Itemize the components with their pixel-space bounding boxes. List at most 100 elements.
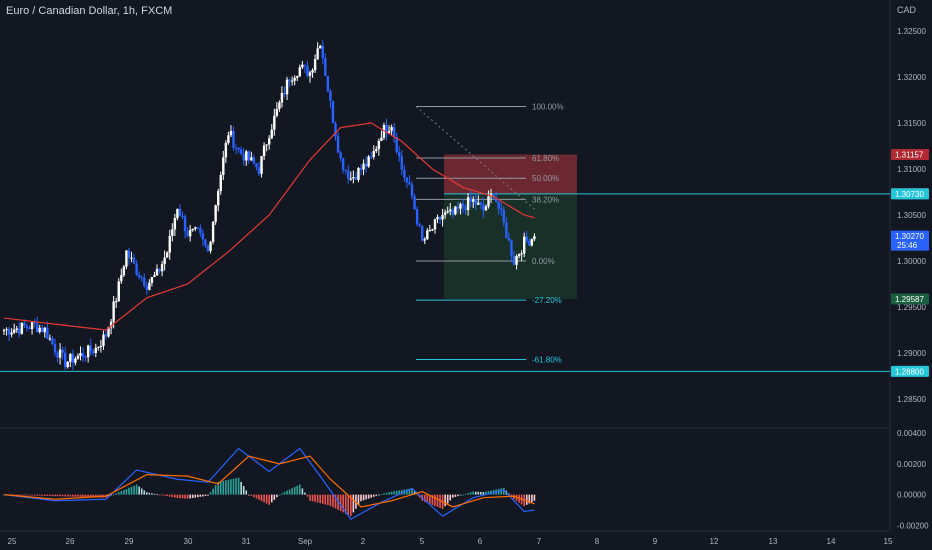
- macd-histogram-bar: [347, 494, 350, 515]
- candle-body: [178, 208, 182, 217]
- time-axis-tick: 14: [827, 537, 836, 546]
- candle-body: [89, 345, 92, 352]
- macd-histogram-bar: [253, 494, 255, 498]
- candle-body: [81, 353, 85, 357]
- candle-body: [421, 225, 424, 241]
- candle-body: [472, 199, 475, 202]
- candle-body: [459, 203, 462, 209]
- candle-body: [372, 151, 375, 158]
- candle-body: [117, 281, 120, 302]
- price-label-bg: [891, 230, 929, 251]
- candle-body: [35, 323, 39, 333]
- macd-histogram-bar: [107, 494, 110, 497]
- candle-body: [7, 328, 11, 335]
- candle-body: [497, 201, 500, 209]
- candle-body: [324, 58, 327, 76]
- macd-histogram-bar: [112, 494, 115, 496]
- macd-histogram-bar: [92, 494, 95, 498]
- candle-body: [201, 233, 205, 240]
- candle-body: [303, 64, 307, 66]
- candle-body: [331, 100, 335, 124]
- candle-body: [492, 193, 495, 198]
- candle-body: [464, 206, 467, 211]
- macd-histogram-bar: [242, 486, 245, 495]
- time-axis-tick: 9: [653, 537, 658, 546]
- macd-histogram-bar: [265, 494, 268, 504]
- candle-body: [53, 343, 57, 353]
- macd-histogram-bar: [263, 494, 265, 503]
- macd-histogram-bar: [401, 490, 403, 495]
- macd-histogram-bar: [140, 488, 143, 495]
- candle-body: [109, 321, 113, 328]
- candle-body: [188, 229, 192, 237]
- macd-histogram-bar: [258, 494, 260, 500]
- macd-histogram-bar: [362, 494, 365, 501]
- price-axis-tick: 1.29500: [897, 303, 926, 312]
- candle-body: [122, 266, 126, 276]
- candle-body: [354, 176, 358, 180]
- macd-axis-tick: 0.00400: [897, 429, 926, 438]
- macd-histogram-bar: [503, 487, 505, 495]
- macd-histogram-bar: [214, 485, 217, 495]
- macd-histogram-bar: [439, 494, 441, 508]
- candle-body: [155, 268, 159, 276]
- macd-histogram-bar: [59, 494, 61, 497]
- macd-histogram-bar: [133, 485, 135, 495]
- macd-histogram-bar: [457, 494, 459, 497]
- fib-trend-line: [415, 106, 537, 211]
- macd-histogram-bar: [21, 494, 23, 496]
- macd-histogram-bar: [500, 488, 503, 495]
- macd-histogram-bar: [464, 493, 467, 495]
- macd-histogram-bar: [342, 494, 344, 513]
- candle-body: [43, 327, 46, 333]
- macd-histogram-bar: [95, 494, 97, 498]
- candle-body: [33, 322, 36, 324]
- macd-histogram-bar: [283, 492, 286, 495]
- candle-body: [71, 354, 75, 363]
- time-axis-tick: 2: [361, 537, 366, 546]
- candle-body: [319, 45, 322, 49]
- macd-histogram-bar: [23, 494, 26, 496]
- macd-histogram-bar: [260, 494, 263, 502]
- currency-label[interactable]: CAD: [897, 5, 917, 15]
- candle-body: [313, 59, 317, 71]
- candle-body: [115, 301, 118, 303]
- macd-histogram-bar: [38, 494, 41, 496]
- macd-histogram-bar: [64, 494, 66, 497]
- macd-histogram-bar: [250, 494, 253, 496]
- candle-body: [510, 240, 513, 257]
- candle-body: [515, 256, 518, 265]
- macd-histogram-bar: [334, 494, 337, 509]
- macd-histogram-bar: [158, 494, 161, 496]
- candle-body: [176, 208, 179, 219]
- candle-body: [482, 204, 485, 211]
- candle-body: [143, 277, 146, 286]
- macd-histogram-bar: [79, 494, 82, 497]
- macd-histogram-bar: [291, 488, 293, 495]
- candle-body: [395, 137, 398, 153]
- macd-histogram-bar: [408, 488, 411, 495]
- candle-body: [56, 352, 59, 358]
- price-axis-tick: 1.30000: [897, 257, 926, 266]
- price-label: 1.30730: [891, 188, 929, 200]
- macd-histogram-bar: [276, 494, 278, 498]
- macd-histogram-bar: [248, 494, 250, 496]
- time-axis-tick: 12: [710, 537, 719, 546]
- macd-histogram-bar: [533, 494, 536, 501]
- candle-body: [94, 347, 97, 353]
- candle-body: [454, 206, 457, 215]
- candle-body: [431, 229, 434, 231]
- candle-body: [224, 142, 228, 158]
- candle-body: [308, 72, 312, 76]
- price-axis-tick: 1.30500: [897, 211, 926, 220]
- candle-body: [336, 136, 340, 153]
- macd-histogram-bar: [449, 494, 452, 501]
- symbol-title[interactable]: Euro / Canadian Dollar, 1h, FXCM: [6, 5, 173, 17]
- macd-histogram-bar: [15, 494, 18, 496]
- macd-histogram-bar: [316, 494, 319, 503]
- macd-histogram-bar: [176, 494, 179, 499]
- price-label-text: 1.30730: [895, 190, 924, 199]
- candle-body: [262, 145, 266, 157]
- candle-body: [415, 209, 419, 225]
